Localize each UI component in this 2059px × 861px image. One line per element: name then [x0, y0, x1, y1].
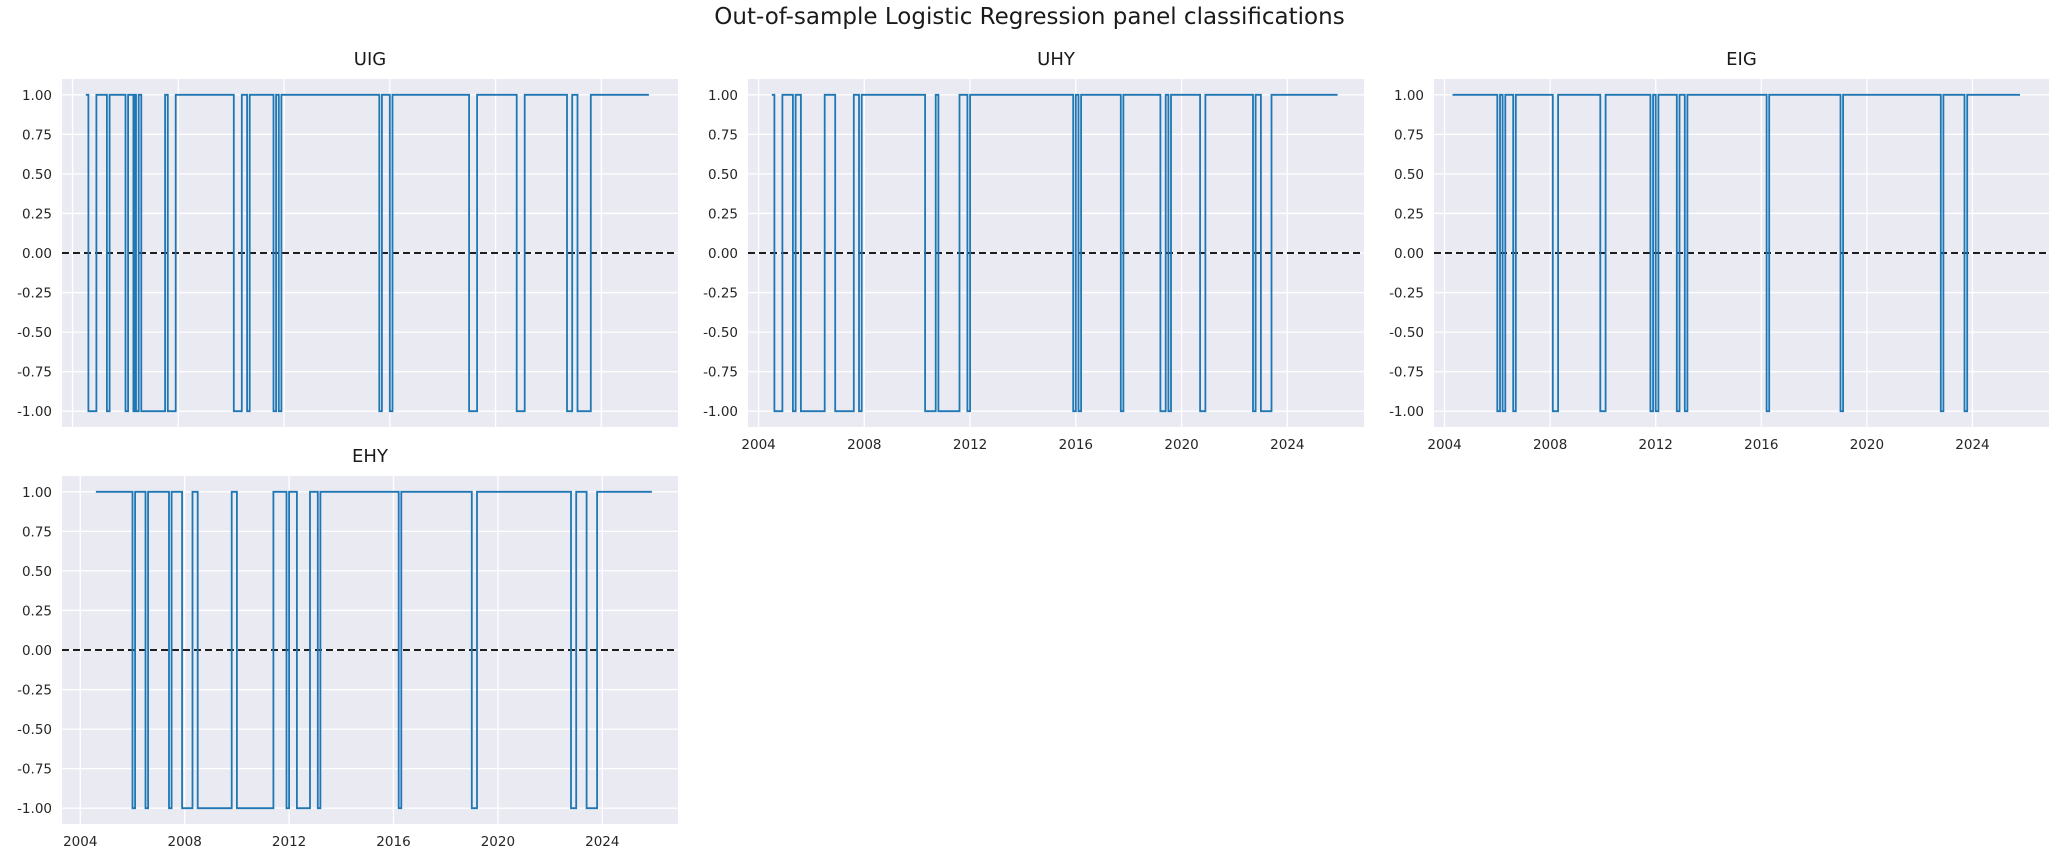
series-line-uhy	[771, 93, 1338, 413]
x-tick-label-ehy: 2008	[167, 834, 201, 850]
y-tick-label-uhy: 0.75	[708, 127, 738, 143]
x-tick-label-ehy: 2004	[63, 834, 97, 850]
y-tick-label-eig: 1.00	[1394, 88, 1424, 104]
y-tick-label-uig: 1.00	[22, 88, 52, 104]
x-tick-label-eig: 2024	[1955, 437, 1989, 453]
x-tick-label-eig: 2016	[1744, 437, 1778, 453]
y-tick-label-ehy: -0.75	[17, 762, 52, 778]
y-tick-label-uhy: -0.25	[703, 286, 738, 302]
y-tick-label-uig: -0.25	[17, 286, 52, 302]
figure-title: Out-of-sample Logistic Regression panel …	[714, 4, 1345, 30]
y-tick-label-eig: -0.50	[1389, 325, 1424, 341]
panel-title-uig: UIG	[353, 49, 387, 70]
y-tick-label-ehy: 0.75	[22, 524, 52, 540]
y-tick-label-eig: 0.00	[1394, 246, 1424, 262]
y-tick-label-eig: 0.50	[1394, 167, 1424, 183]
y-tick-label-eig: -0.25	[1389, 286, 1424, 302]
y-tick-label-uhy: -1.00	[703, 404, 738, 420]
y-tick-label-ehy: 1.00	[22, 485, 52, 501]
x-tick-label-ehy: 2012	[272, 834, 306, 850]
series-line-ehy	[95, 490, 652, 810]
y-tick-label-uig: -0.75	[17, 365, 52, 381]
y-tick-label-eig: 0.75	[1394, 127, 1424, 143]
y-tick-label-uhy: 0.25	[708, 206, 738, 222]
x-tick-label-uhy: 2020	[1164, 437, 1198, 453]
y-tick-label-ehy: 0.00	[22, 643, 52, 659]
y-tick-label-eig: -0.75	[1389, 365, 1424, 381]
y-tick-label-ehy: -0.50	[17, 722, 52, 738]
x-tick-label-uhy: 2012	[953, 437, 987, 453]
panel-title-uhy: UHY	[1037, 49, 1075, 70]
x-tick-label-ehy: 2020	[481, 834, 515, 850]
x-tick-label-uhy: 2008	[847, 437, 881, 453]
y-tick-label-uhy: 0.00	[708, 246, 738, 262]
y-tick-label-ehy: 0.50	[22, 564, 52, 580]
x-tick-label-ehy: 2024	[585, 834, 619, 850]
y-tick-label-eig: 0.25	[1394, 206, 1424, 222]
x-tick-label-uhy: 2004	[741, 437, 775, 453]
y-tick-label-uig: -0.50	[17, 325, 52, 341]
y-tick-label-uhy: -0.50	[703, 325, 738, 341]
y-tick-label-uig: 0.50	[22, 167, 52, 183]
y-tick-label-uhy: -0.75	[703, 365, 738, 381]
y-tick-label-uhy: 1.00	[708, 88, 738, 104]
x-tick-label-uhy: 2024	[1270, 437, 1304, 453]
y-tick-label-ehy: 0.25	[22, 603, 52, 619]
panel-title-eig: EIG	[1726, 49, 1757, 70]
x-tick-label-uhy: 2016	[1059, 437, 1093, 453]
series-line-uig	[85, 93, 649, 413]
x-tick-label-eig: 2020	[1850, 437, 1884, 453]
x-tick-label-ehy: 2016	[376, 834, 410, 850]
series-line-eig	[1452, 93, 2020, 413]
y-tick-label-uhy: 0.50	[708, 167, 738, 183]
x-tick-label-eig: 2012	[1639, 437, 1673, 453]
y-tick-label-uig: 0.25	[22, 206, 52, 222]
y-tick-label-uig: 0.75	[22, 127, 52, 143]
x-tick-label-eig: 2004	[1427, 437, 1461, 453]
y-tick-label-uig: -1.00	[17, 404, 52, 420]
y-tick-label-uig: 0.00	[22, 246, 52, 262]
x-tick-label-eig: 2008	[1533, 437, 1567, 453]
y-tick-label-eig: -1.00	[1389, 404, 1424, 420]
y-tick-label-ehy: -1.00	[17, 801, 52, 817]
y-tick-label-ehy: -0.25	[17, 683, 52, 699]
panel-title-ehy: EHY	[352, 446, 388, 467]
